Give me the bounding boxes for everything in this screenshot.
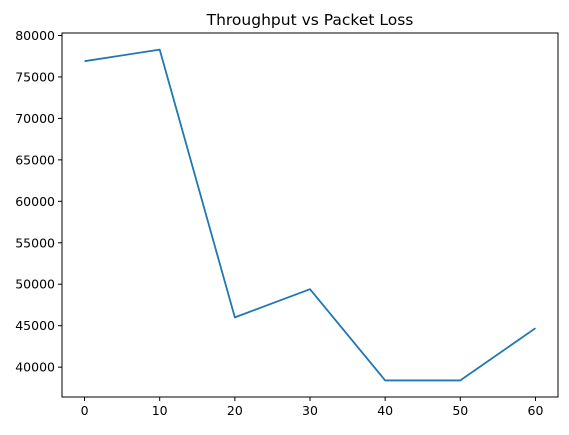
y-tick-label: 55000 — [15, 235, 55, 250]
chart-title: Throughput vs Packet Loss — [206, 11, 414, 29]
x-tick-label: 10 — [152, 403, 168, 418]
x-tick-label: 0 — [81, 403, 89, 418]
y-tick-label: 60000 — [15, 194, 55, 209]
y-tick-label: 70000 — [15, 111, 55, 126]
x-tick-label: 60 — [528, 403, 544, 418]
y-tick-label: 65000 — [15, 152, 55, 167]
x-tick-label: 30 — [302, 403, 318, 418]
axis-ticks: 0 10 20 30 40 50 60 40000 45000 50000 55000 60000 65… — [15, 28, 543, 418]
series-layer — [84, 48, 536, 382]
y-tick-label: 75000 — [15, 69, 55, 84]
y-tick-label: 50000 — [15, 277, 55, 292]
x-tick-label: 40 — [377, 403, 393, 418]
series-line — [84, 48, 536, 382]
x-tick-label: 50 — [452, 403, 468, 418]
y-tick-label: 45000 — [15, 318, 55, 333]
y-tick-label: 80000 — [15, 28, 55, 43]
plot-frame — [61, 32, 559, 398]
x-tick-label: 20 — [227, 403, 243, 418]
y-tick-label: 40000 — [15, 360, 55, 375]
